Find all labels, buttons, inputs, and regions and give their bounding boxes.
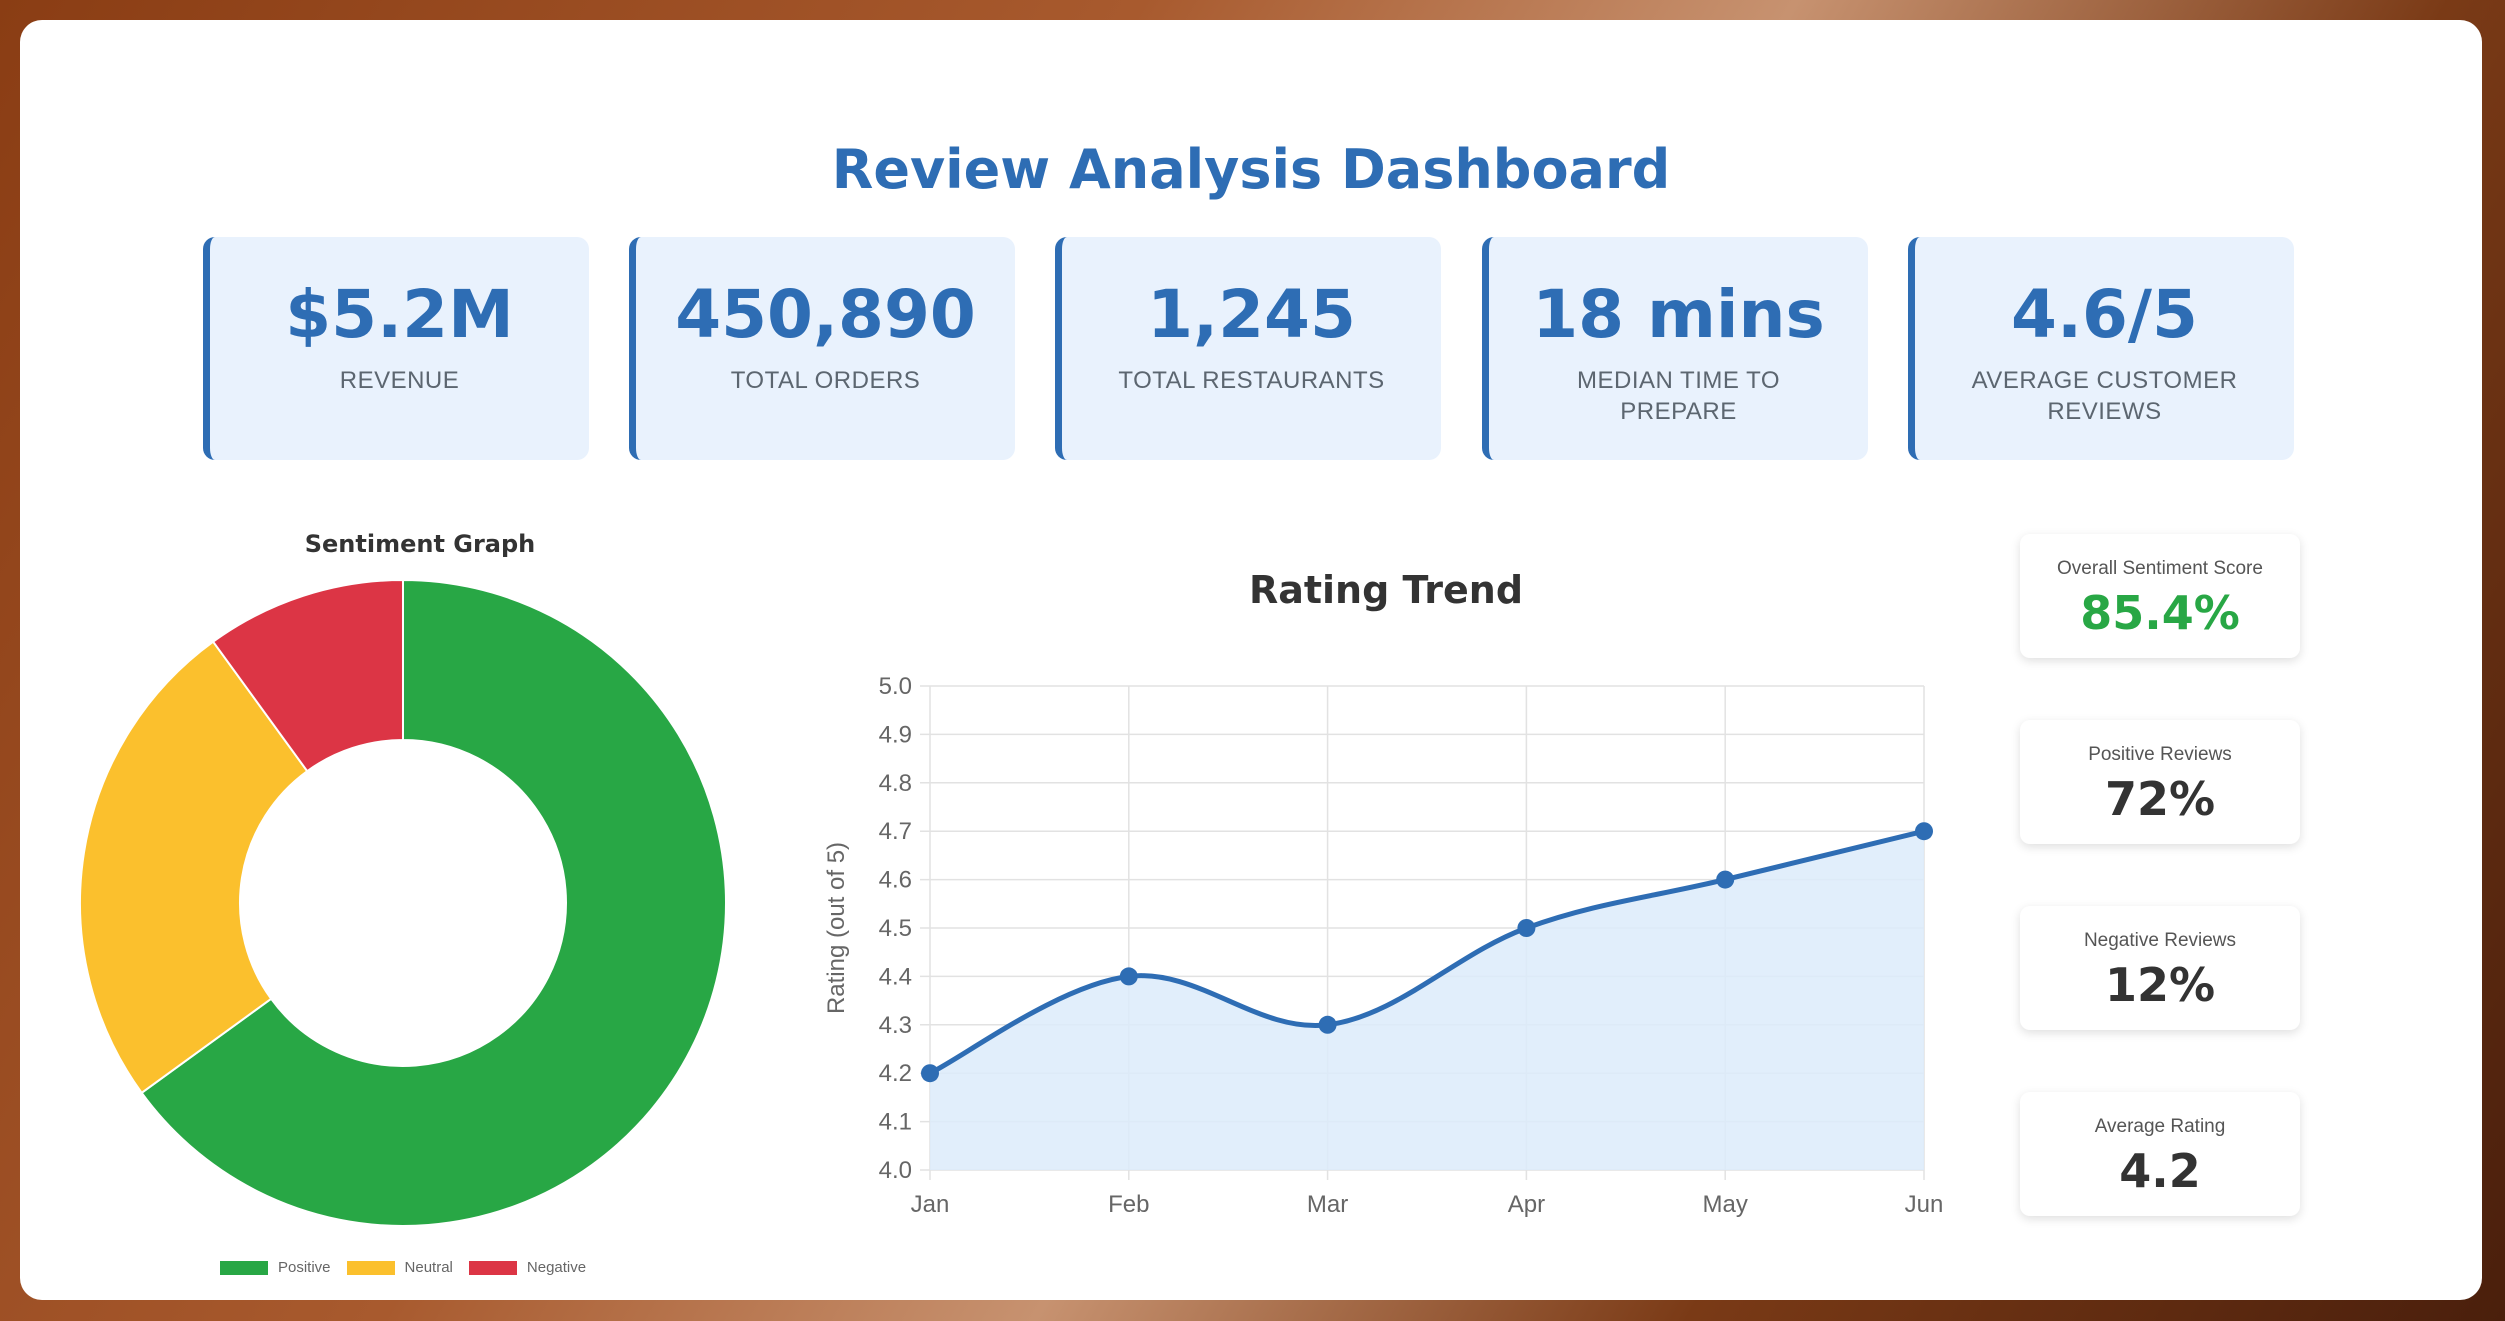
rating-trend-chart: 4.0 4.1 4.2 4.3 4.4 4.5 4.6 4.7 4.8 4.9 5.0 Jan Feb M… <box>823 673 1944 1218</box>
x-tick-label: Apr <box>1508 1191 1545 1218</box>
rating-data-point <box>1318 1015 1337 1034</box>
kpi-value: 1,245 <box>1147 276 1356 353</box>
stat-value: 85.4% <box>2080 586 2240 640</box>
stat-negative-reviews: Negative Reviews 12% <box>2020 906 2300 1030</box>
kpi-value: 4.6/5 <box>2011 276 2198 353</box>
rating-data-point <box>1915 822 1933 841</box>
sentiment-legend: Positive Neutral Negative <box>220 1259 586 1276</box>
page-title: Review Analysis Dashboard <box>831 138 1671 201</box>
stat-label: Average Rating <box>2094 1116 2226 1137</box>
y-tick-label: 5.0 <box>879 673 912 700</box>
rating-data-point <box>921 1064 939 1083</box>
legend-swatch-positive <box>220 1260 268 1275</box>
sentiment-graph-title: Sentiment Graph <box>304 530 536 558</box>
x-tick-label: Mar <box>1307 1191 1348 1218</box>
legend-swatch-negative <box>468 1260 517 1275</box>
kpi-label: TOTAL RESTAURANTS <box>1118 367 1385 394</box>
y-tick-label: 4.4 <box>879 963 912 990</box>
stat-overall-sentiment: Overall Sentiment Score 85.4% <box>2020 534 2300 658</box>
donut-slice-positive <box>140 580 727 1227</box>
y-axis-label: Rating (out of 5) <box>823 842 850 1014</box>
kpi-total-orders: 450,890 TOTAL ORDERS <box>629 237 1015 460</box>
kpi-label: TOTAL ORDERS <box>730 367 921 394</box>
stat-value: 72% <box>2104 772 2216 826</box>
x-tick-label: Jan <box>911 1191 950 1218</box>
stat-value: 12% <box>2104 958 2216 1012</box>
stat-positive-reviews: Positive Reviews 72% <box>2020 720 2300 844</box>
legend-swatch-neutral <box>346 1260 395 1275</box>
y-tick-label: 4.3 <box>879 1012 912 1039</box>
donut-slice-neutral <box>80 640 309 1095</box>
stat-label: Negative Reviews <box>2083 930 2237 951</box>
kpi-label: REVENUE <box>339 367 460 394</box>
dashboard-card: Review Analysis Dashboard $5.2M REVENUE … <box>20 20 2482 1300</box>
stat-label: Positive Reviews <box>2088 744 2232 765</box>
rating-data-point <box>1716 870 1735 889</box>
legend-label-positive: Positive <box>278 1259 331 1276</box>
kpi-total-restaurants: 1,245 TOTAL RESTAURANTS <box>1055 237 1441 460</box>
kpi-median-time: 18 mins MEDIAN TIME TO PREPARE <box>1482 237 1868 460</box>
x-tick-label: Feb <box>1108 1191 1149 1218</box>
donut-slice-negative <box>211 580 404 773</box>
stat-label: Overall Sentiment Score <box>2057 558 2263 579</box>
x-tick-label: May <box>1703 1191 1748 1218</box>
y-tick-label: 4.2 <box>879 1060 912 1087</box>
x-tick-label: Jun <box>1905 1191 1944 1218</box>
rating-trend-title: Rating Trend <box>1248 568 1524 612</box>
kpi-value: 18 mins <box>1532 276 1825 353</box>
stat-average-rating: Average Rating 4.2 <box>2020 1092 2300 1216</box>
stat-value: 4.2 <box>2119 1144 2201 1198</box>
kpi-value: $5.2M <box>285 276 514 353</box>
kpi-value: 450,890 <box>675 276 976 353</box>
y-tick-label: 4.1 <box>879 1109 912 1136</box>
y-tick-label: 4.8 <box>879 770 912 797</box>
y-tick-label: 4.5 <box>879 915 912 942</box>
kpi-revenue: $5.2M REVENUE <box>203 237 589 460</box>
rating-data-point <box>1119 967 1138 986</box>
y-tick-label: 4.6 <box>879 867 912 894</box>
y-tick-label: 4.9 <box>879 721 912 748</box>
rating-data-point <box>1517 919 1536 937</box>
y-tick-label: 4.0 <box>879 1157 912 1184</box>
rating-area-fill <box>930 831 1924 1170</box>
sentiment-donut-chart <box>80 580 727 1227</box>
rating-series-line <box>928 828 1925 1076</box>
y-tick-label: 4.7 <box>879 818 912 845</box>
legend-label-neutral: Neutral <box>404 1259 453 1276</box>
kpi-label: MEDIAN TIME TO PREPARE <box>1576 367 1781 425</box>
kpi-average-reviews: 4.6/5 AVERAGE CUSTOMER REVIEWS <box>1908 237 2294 460</box>
legend-label-negative: Negative <box>526 1259 587 1276</box>
kpi-label: AVERAGE CUSTOMER REVIEWS <box>1971 367 2238 425</box>
